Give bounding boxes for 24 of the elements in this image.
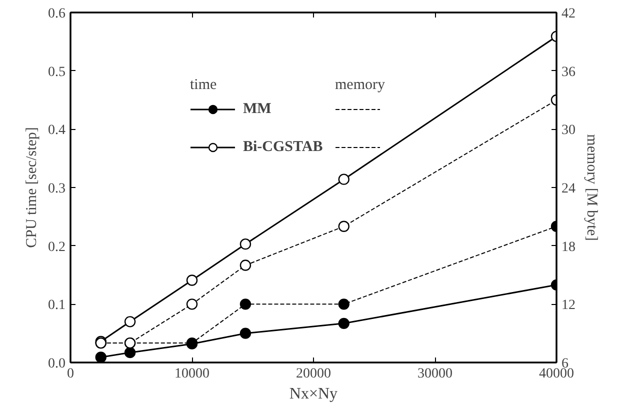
x-tick-label: 20000 [296, 366, 331, 382]
legend-label: Bi-CGSTAB [243, 138, 323, 156]
y2-tick-label: 18 [562, 240, 576, 255]
y-axis-title: CPU time [sec/step] [24, 127, 40, 248]
annotation: memory [335, 77, 386, 94]
y2-tick-label: 36 [562, 64, 576, 80]
x-axis-title: Nx×Ny [289, 386, 338, 402]
y2-tick-label: 42 [562, 6, 576, 22]
x-tick-label: 10000 [174, 366, 210, 382]
y-tick-label: 0.1 [48, 298, 66, 314]
annotation: time [190, 77, 218, 94]
x-tick-label: 0 [67, 366, 74, 382]
y2-tick-label: 24 [562, 182, 576, 196]
y-tick-label: 0.2 [48, 240, 66, 255]
x-tick-label: 30000 [418, 366, 452, 382]
y-tick-label: 0.3 [48, 182, 66, 196]
y-tick-label: 0.5 [48, 64, 66, 80]
y2-tick-label: 30 [562, 123, 576, 138]
y-tick-label: 0.4 [48, 123, 66, 138]
legend-label: MM [243, 100, 272, 118]
y2-axis-title: memory [M byte] [584, 134, 600, 241]
y2-tick-label: 12 [562, 298, 576, 314]
y-tick-label: 0.6 [48, 6, 66, 22]
y-tick-label: 0.0 [48, 356, 66, 372]
